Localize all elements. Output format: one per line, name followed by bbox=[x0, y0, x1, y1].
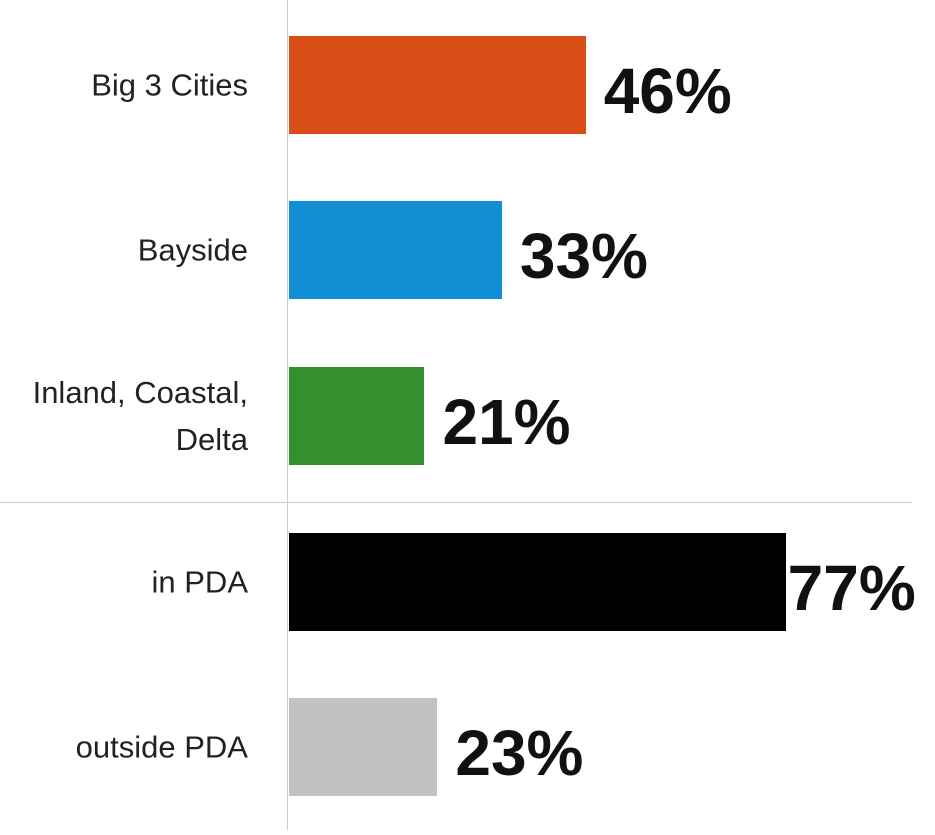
bar bbox=[289, 698, 438, 796]
bar bbox=[289, 533, 786, 631]
category-label: Big 3 Cities bbox=[91, 67, 248, 103]
bar bbox=[289, 201, 502, 299]
value-label: 21% bbox=[442, 386, 571, 458]
bar bbox=[289, 36, 586, 134]
value-label: 46% bbox=[603, 55, 732, 127]
value-label: 77% bbox=[787, 552, 916, 624]
category-label: Inland, Coastal, Delta bbox=[32, 375, 248, 457]
value-label: 33% bbox=[519, 220, 648, 292]
category-label: Bayside bbox=[137, 232, 248, 268]
axis-line bbox=[287, 0, 288, 830]
value-label: 23% bbox=[455, 717, 584, 789]
category-label: outside PDA bbox=[75, 729, 248, 765]
category-label: in PDA bbox=[151, 564, 248, 600]
group-separator bbox=[0, 502, 912, 503]
bar bbox=[289, 367, 425, 465]
